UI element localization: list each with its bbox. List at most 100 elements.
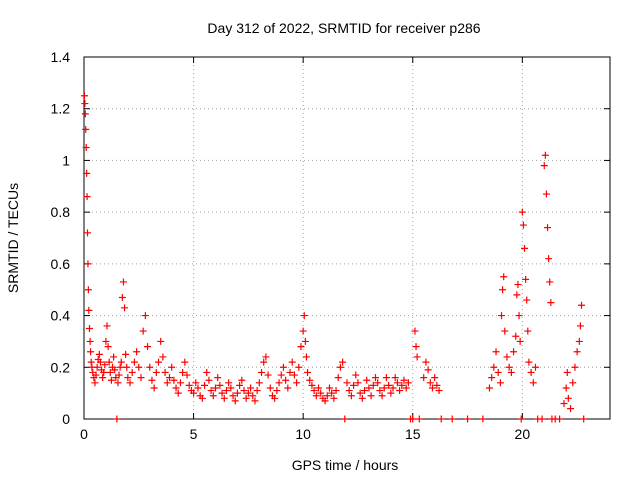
data-point [95,350,103,358]
data-point [361,387,369,395]
data-point [363,376,371,384]
data-point [286,368,294,376]
data-point [521,244,529,252]
data-point [231,397,239,405]
data-point [240,387,248,395]
data-point [242,394,250,402]
data-point [146,363,154,371]
data-point [194,384,202,392]
data-point [347,392,355,400]
data-point [411,327,419,335]
data-point [290,371,298,379]
data-point [352,371,360,379]
y-tick-label: 0.2 [51,359,71,375]
data-point [334,374,342,382]
data-point [225,379,233,387]
data-point [163,379,171,387]
data-point [306,376,314,384]
data-point [288,358,296,366]
data-point [247,384,255,392]
y-tick-label: 0.6 [51,256,71,272]
data-point [382,374,390,382]
data-point [212,384,219,392]
data-point [343,379,351,387]
data-point [380,384,388,392]
data-point [547,299,555,307]
data-point [393,379,401,387]
data-point [96,358,104,366]
data-point [299,327,307,335]
data-point [92,371,100,379]
data-point [424,366,432,374]
data-point [207,387,215,395]
data-point [498,312,506,320]
data-point [367,392,375,400]
data-point [531,363,539,371]
data-point [172,384,180,392]
data-point [165,374,173,382]
data-point [81,100,89,108]
data-point [122,350,130,358]
data-point [82,144,90,151]
chart-title: Day 312 of 2022, SRMTID for receiver p28… [207,20,480,36]
data-point [113,415,121,423]
data-point [102,337,110,345]
data-point [148,376,156,384]
data-point [358,394,366,402]
data-point [273,387,281,395]
data-point [512,332,520,340]
data-point [260,358,268,366]
data-point [412,343,420,351]
data-point [99,374,107,382]
data-point [118,293,126,301]
data-point [107,376,115,384]
data-point [514,281,522,289]
data-point [84,229,92,237]
data-point [573,348,581,356]
data-point [431,374,439,382]
data-point [264,371,272,379]
data-point [522,275,530,283]
data-point [404,379,412,387]
data-point [569,379,577,387]
data-point [105,358,113,366]
data-point [249,392,257,400]
data-point [541,151,549,159]
data-point [170,376,178,384]
data-point [216,381,224,389]
data-point [302,353,310,361]
data-point [227,384,235,392]
plot-frame [83,56,611,420]
data-point [233,389,241,397]
data-point [155,358,163,366]
data-point [301,337,309,345]
data-point [114,379,122,387]
data-point [144,343,152,351]
data-point [304,368,312,376]
data-point [413,353,421,361]
data-point [312,392,320,400]
data-point [85,325,93,332]
data-point [159,353,167,361]
data-point [266,384,274,392]
data-point [183,371,191,379]
data-point [490,363,498,371]
data-point [328,389,336,397]
data-point [513,291,521,299]
data-point [310,387,318,395]
data-point [181,358,189,366]
data-point [110,353,118,361]
data-point [505,363,513,371]
data-point [284,384,292,392]
data-point [185,381,193,389]
data-point [510,348,518,356]
data-point [236,381,244,389]
data-point [525,358,533,366]
data-point [157,337,165,345]
data-point [350,381,358,389]
data-point [115,371,123,379]
data-point [515,312,523,320]
data-point [529,379,537,387]
data-point [275,379,283,387]
data-point [523,296,531,304]
